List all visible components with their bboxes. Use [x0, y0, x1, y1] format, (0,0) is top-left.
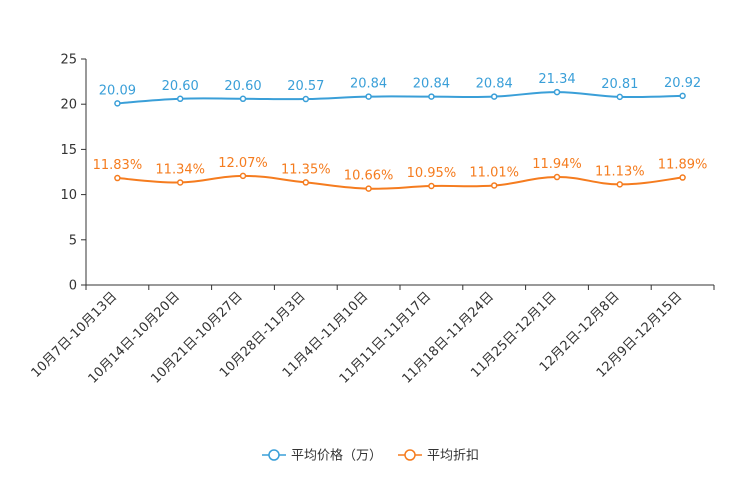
data-point[interactable]: [302, 95, 310, 103]
legend-item-1[interactable]: 平均价格（万）: [262, 448, 382, 464]
data-label: 10.66%: [344, 169, 394, 184]
legend-label: 平均折扣: [427, 449, 479, 464]
data-point[interactable]: [616, 93, 624, 101]
y-axis-ticks: 0 5 10 15 20 25: [60, 53, 86, 294]
data-point[interactable]: [114, 174, 121, 182]
data-point[interactable]: [553, 88, 561, 96]
data-point[interactable]: [239, 172, 247, 180]
legend-marker: [268, 449, 280, 461]
y-tick-label: 0: [69, 279, 77, 294]
data-label: 21.34: [538, 72, 575, 87]
data-point[interactable]: [490, 93, 498, 100]
data-point[interactable]: [428, 93, 435, 100]
data-point[interactable]: [679, 92, 686, 100]
y-tick-label: 10: [60, 188, 77, 203]
data-label: 11.89%: [658, 158, 708, 173]
y-tick-label: 20: [60, 98, 77, 113]
data-point[interactable]: [239, 95, 247, 103]
data-label: 11.13%: [595, 164, 645, 179]
data-label: 20.60: [162, 79, 199, 94]
series-2: 11.83% 11.34% 12.07% 11.35% 10.66% 10.95% 11.0…: [93, 156, 708, 192]
data-point[interactable]: [365, 93, 372, 100]
y-tick-label: 25: [60, 53, 77, 68]
y-tick-label: 15: [60, 143, 77, 158]
legend-marker: [404, 449, 416, 461]
data-label: 20.81: [601, 77, 638, 92]
series-line: [117, 91, 683, 105]
y-tick-label: 5: [69, 233, 77, 248]
data-label: 11.83%: [93, 158, 143, 173]
data-label: 20.84: [413, 77, 450, 92]
data-label: 20.92: [664, 76, 701, 91]
data-point[interactable]: [114, 100, 121, 107]
legend-label: 平均价格（万）: [291, 448, 382, 464]
data-point[interactable]: [302, 179, 310, 186]
data-label: 10.95%: [407, 166, 457, 181]
data-label: 11.35%: [281, 162, 331, 177]
series-line: [117, 174, 683, 190]
data-point[interactable]: [553, 173, 561, 181]
data-label: 11.94%: [532, 157, 582, 172]
data-label: 12.07%: [218, 156, 268, 171]
data-label: 11.34%: [155, 162, 205, 177]
legend-item-2[interactable]: 平均折扣: [398, 449, 479, 464]
data-point[interactable]: [176, 179, 184, 186]
data-point[interactable]: [365, 185, 372, 192]
data-label: 20.84: [476, 77, 513, 92]
legend: 平均价格（万） 平均折扣: [262, 448, 479, 464]
series-1: 20.09 20.60 20.60 20.57 20.84 20.84 20.84 21.34…: [99, 72, 701, 107]
data-label: 20.09: [99, 83, 136, 98]
data-point[interactable]: [176, 95, 184, 103]
data-point[interactable]: [428, 182, 435, 190]
data-label: 20.57: [287, 79, 324, 94]
data-label: 20.84: [350, 77, 387, 92]
x-axis-ticks: 10月7日-10月13日10月14日-10月20日10月21日-10月27日10…: [29, 285, 715, 387]
data-point[interactable]: [679, 174, 686, 181]
data-label: 20.60: [224, 79, 261, 94]
data-point[interactable]: [490, 182, 498, 189]
data-label: 11.01%: [469, 165, 519, 180]
data-point[interactable]: [616, 181, 624, 188]
